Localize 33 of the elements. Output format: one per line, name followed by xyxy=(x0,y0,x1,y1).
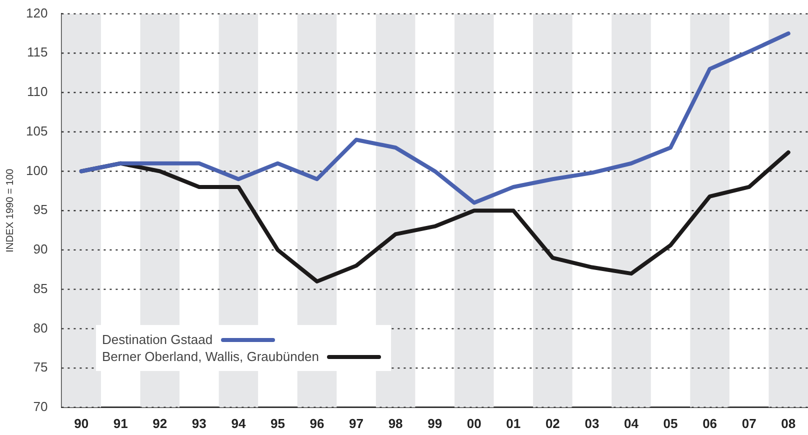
y-axis-title: INDEX 1990 = 100 xyxy=(4,168,16,252)
y-tick-label: 90 xyxy=(33,242,48,257)
x-tick-label: 03 xyxy=(584,416,600,431)
x-tick-label: 07 xyxy=(742,416,756,431)
x-tick-label: 92 xyxy=(152,416,168,431)
y-tick-label: 100 xyxy=(26,162,48,178)
y-tick-label: 70 xyxy=(33,398,48,414)
x-tick-label: 99 xyxy=(428,416,442,431)
y-tick-label: 105 xyxy=(26,123,48,138)
y-tick-label: 95 xyxy=(33,202,48,218)
x-tick-label: 06 xyxy=(702,416,718,431)
legend-label: Destination Gstaad xyxy=(102,332,213,347)
x-tick-label: 08 xyxy=(781,416,796,431)
x-tick-label: 01 xyxy=(506,416,521,431)
x-tick-label: 98 xyxy=(388,416,403,431)
y-tick-label: 80 xyxy=(33,320,48,336)
x-tick-label: 90 xyxy=(74,416,89,431)
x-tick-label: 96 xyxy=(310,416,324,431)
legend-label: Berner Oberland, Wallis, Graubünden xyxy=(102,349,320,364)
y-tick-label: 120 xyxy=(26,5,48,20)
x-tick-label: 00 xyxy=(466,416,482,431)
x-tick-label: 05 xyxy=(663,416,678,431)
x-tick-label: 02 xyxy=(545,416,560,431)
x-tick-label: 04 xyxy=(624,416,640,431)
x-tick-label: 91 xyxy=(113,416,128,431)
y-tick-label: 115 xyxy=(26,44,48,60)
x-tick-label: 94 xyxy=(231,416,246,431)
y-tick-label: 85 xyxy=(33,280,48,296)
x-tick-label: 97 xyxy=(349,416,364,431)
y-tick-label: 75 xyxy=(33,360,48,375)
x-tick-label: 95 xyxy=(270,416,285,431)
y-tick-label: 110 xyxy=(26,84,48,100)
x-tick-label: 93 xyxy=(192,416,206,431)
